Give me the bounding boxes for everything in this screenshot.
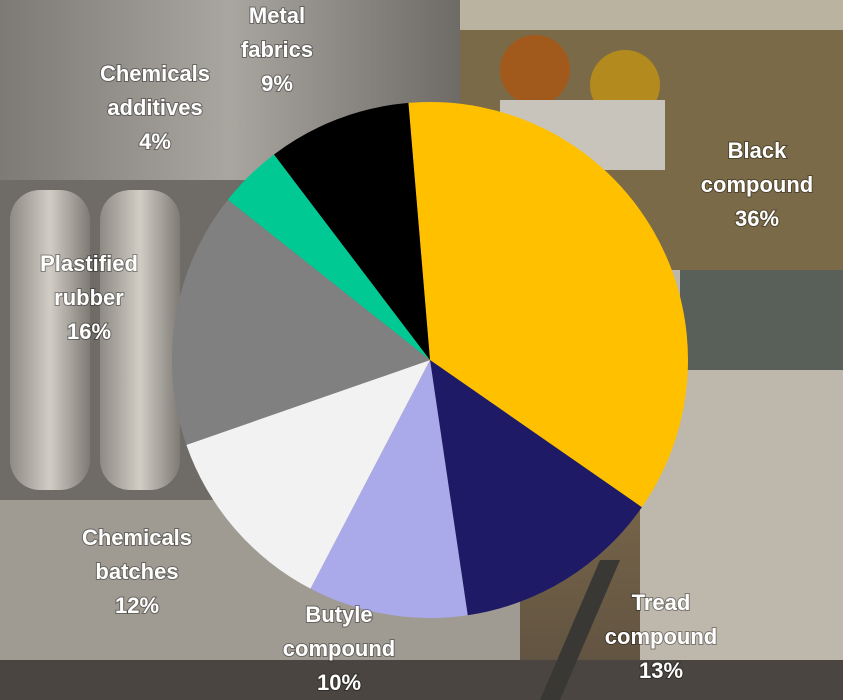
value-label: 12% bbox=[115, 593, 159, 618]
value-label: 9% bbox=[261, 71, 293, 96]
pie-slice bbox=[227, 154, 430, 360]
pie-slice bbox=[172, 199, 430, 445]
slice-label: Butyle compound bbox=[283, 602, 395, 661]
slice-label: Tread compound bbox=[605, 590, 717, 649]
slice-label: Plastified rubber bbox=[40, 251, 138, 310]
pie bbox=[172, 102, 688, 618]
value-label: 4% bbox=[139, 129, 171, 154]
value-label: 36% bbox=[735, 206, 779, 231]
pie-slice bbox=[310, 360, 468, 618]
slice-label: Chemicals batches bbox=[82, 525, 192, 584]
labels: Black compound 36% Tread compound 13% Butyle co… bbox=[39, 2, 814, 696]
pie-slice bbox=[430, 360, 642, 616]
pie-slice bbox=[274, 102, 430, 360]
value-label: 16% bbox=[67, 319, 111, 344]
slice-label: Metal fabrics bbox=[241, 3, 313, 62]
slice-label: Chemicals additives bbox=[100, 61, 210, 120]
slice-label: Black compound bbox=[701, 138, 813, 197]
value-label: 13% bbox=[639, 658, 683, 683]
value-label: 10% bbox=[317, 670, 361, 695]
pie-slice bbox=[186, 360, 430, 589]
pie-slice bbox=[408, 102, 688, 508]
